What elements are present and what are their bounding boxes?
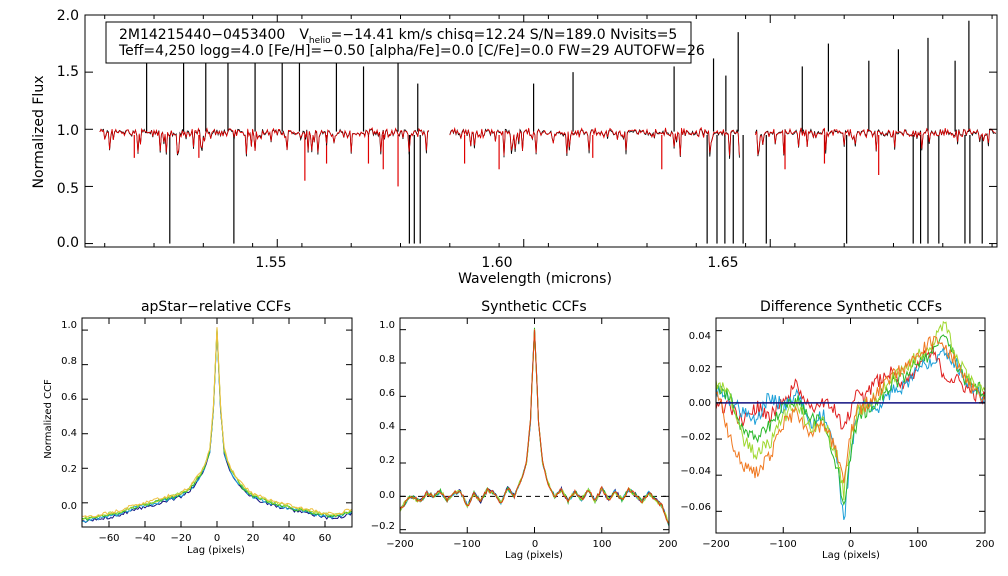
apstar-ccf-plot-frame xyxy=(81,317,353,528)
synthetic-ccf-plot-frame xyxy=(399,317,670,534)
spectrum-plot-frame xyxy=(84,14,998,248)
annotation-velocity-stats: =−14.41 km/s chisq=12.24 S/N=189.0 Nvisi… xyxy=(331,27,678,43)
difference-ccf-panel: Difference Synthetic CCFs −200 −100 0 10… xyxy=(680,299,994,561)
difference-ccf-xtick-label: −200 xyxy=(702,539,729,550)
annotation-line-1: 2M14215440−0453400 Vhelio=−14.41 km/s chi… xyxy=(119,27,677,46)
apstar-ccf-xtick-label: 0 xyxy=(214,533,220,544)
spectrum-ytick-label: 1.5 xyxy=(57,64,79,80)
apstar-ccf-ytick-label: 0.8 xyxy=(61,356,77,367)
difference-ccf-xlabel: Lag (pixels) xyxy=(822,550,880,561)
synthetic-ccf-ticks xyxy=(399,318,670,533)
spectrum-model-line xyxy=(99,127,429,155)
apstar-ccf-title: apStar−relative CCFs xyxy=(141,299,291,315)
difference-ccf-ytick-label: −0.02 xyxy=(680,432,711,443)
annotation-v-symbol: V xyxy=(299,27,309,43)
apstar-ccf-panel: apStar−relative CCFs −60 −40 −20 0 20 40… xyxy=(43,299,353,556)
difference-ccf-ytick-label: 0.00 xyxy=(689,398,711,409)
spectrum-observed-line xyxy=(449,127,740,159)
spectrum-xtick-label: 1.65 xyxy=(707,255,738,271)
annotation-star-id: 2M14215440−0453400 xyxy=(119,27,285,43)
difference-ccf-line-visit-5 xyxy=(715,335,986,484)
spectrum-absorption-lines xyxy=(133,135,983,244)
synthetic-ccf-ytick-label: −0.2 xyxy=(371,521,395,532)
apstar-ccf-ylabel: Normalized CCF xyxy=(43,379,54,459)
difference-ccf-series xyxy=(715,320,986,520)
apstar-ccf-line-visit-4 xyxy=(82,327,353,520)
spectrum-ytick-label: 0.0 xyxy=(57,235,79,251)
synthetic-ccf-ytick-label: 0.6 xyxy=(379,388,395,399)
difference-ccf-title: Difference Synthetic CCFs xyxy=(760,299,942,315)
apstar-ccf-line-visit-3 xyxy=(81,328,353,522)
synthetic-ccf-ytick-label: 0.4 xyxy=(379,421,395,432)
synthetic-ccf-line-visit-5 xyxy=(399,329,670,525)
synthetic-ccf-ytick-label: 0.2 xyxy=(379,455,395,466)
spectrum-ylabel: Normalized Flux xyxy=(31,76,47,189)
spectrum-model-line xyxy=(755,127,996,156)
synthetic-ccf-line-visit-4 xyxy=(399,328,670,524)
apstar-ccf-ytick-label: 1.0 xyxy=(61,320,77,331)
spectrum-emission-lines xyxy=(146,20,970,132)
difference-ccf-ytick-label: 0.04 xyxy=(689,331,711,342)
synthetic-ccf-series xyxy=(399,327,670,527)
spectrum-xtick-label: 1.55 xyxy=(255,255,286,271)
spectrum-ytick-label: 0.5 xyxy=(57,181,79,197)
synthetic-ccf-xtick-label: 0 xyxy=(532,539,538,550)
apstar-ccf-xtick-label: 40 xyxy=(283,533,296,544)
synthetic-ccf-line-visit-2 xyxy=(399,331,670,527)
spectrum-panel: 1.55 1.60 1.65 0.0 0.5 1.0 1.5 2.0 Wavel… xyxy=(31,8,998,287)
difference-ccf-xtick-label: −100 xyxy=(769,539,796,550)
spectrum-series xyxy=(99,126,997,159)
apstar-ccf-ytick-label: 0.6 xyxy=(61,392,77,403)
apstar-ccf-xtick-label: 60 xyxy=(319,533,332,544)
annotation-box xyxy=(105,21,692,64)
synthetic-ccf-xtick-label: 100 xyxy=(592,539,611,550)
synthetic-ccf-ytick-label: 1.0 xyxy=(379,320,395,331)
difference-ccf-xtick-label: 200 xyxy=(975,539,994,550)
difference-ccf-line-visit-4 xyxy=(715,320,986,501)
synthetic-ccf-title: Synthetic CCFs xyxy=(481,299,586,315)
apstar-ccf-ytick-label: 0.0 xyxy=(61,501,77,512)
spectrum-xtick-label: 1.60 xyxy=(481,255,512,271)
difference-ccf-line-visit-3 xyxy=(715,334,986,506)
apstar-ccf-line-visit-2 xyxy=(81,330,353,523)
difference-ccf-ticks xyxy=(715,318,986,533)
synthetic-ccf-xtick-label: −200 xyxy=(386,539,413,550)
difference-ccf-line-visit-1 xyxy=(715,344,986,430)
spectrum-ytick-label: 1.0 xyxy=(57,123,79,139)
synthetic-ccf-ytick-label: 0.8 xyxy=(379,354,395,365)
spectrum-xlabel: Wavelength (microns) xyxy=(458,271,612,287)
synthetic-ccf-ytick-label: 0.0 xyxy=(379,490,395,501)
synthetic-ccf-xlabel: Lag (pixels) xyxy=(505,550,563,561)
difference-ccf-ytick-label: −0.04 xyxy=(680,466,711,477)
apstar-ccf-xlabel: Lag (pixels) xyxy=(187,545,245,556)
apstar-ccf-ytick-label: 0.4 xyxy=(61,428,77,439)
apstar-ccf-line-visit-5 xyxy=(81,327,353,518)
difference-ccf-ytick-label: −0.06 xyxy=(680,502,711,513)
synthetic-ccf-xtick-label: −100 xyxy=(453,539,480,550)
annotation-line-2: Teff=4,250 logg=4.0 [Fe/H]=−0.50 [alpha/… xyxy=(118,43,705,59)
apstar-ccf-line-visit-1 xyxy=(81,330,353,524)
apstar-ccf-xtick-label: −20 xyxy=(170,533,191,544)
difference-ccf-xtick-label: 100 xyxy=(908,539,927,550)
apstar-ccf-xtick-label: −40 xyxy=(134,533,155,544)
difference-ccf-ytick-label: 0.02 xyxy=(689,364,711,375)
apstar-ccf-xtick-label: 20 xyxy=(247,533,260,544)
synthetic-ccf-panel: Synthetic CCFs −200 −100 0 100 200 −0.2 … xyxy=(371,299,678,561)
apstar-ccf-ticks xyxy=(82,318,352,527)
synthetic-ccf-xtick-label: 200 xyxy=(658,539,677,550)
annotation-v-subscript: helio xyxy=(309,36,331,46)
synthetic-ccf-line-visit-1 xyxy=(399,329,670,525)
apstar-ccf-ytick-label: 0.2 xyxy=(61,464,77,475)
spectrum-model-line xyxy=(449,126,740,156)
spectrum-ytick-label: 2.0 xyxy=(57,8,79,24)
apstar-ccf-xtick-label: −60 xyxy=(98,533,119,544)
apstar-ccf-series xyxy=(81,327,353,524)
difference-ccf-xtick-label: 0 xyxy=(848,539,854,550)
